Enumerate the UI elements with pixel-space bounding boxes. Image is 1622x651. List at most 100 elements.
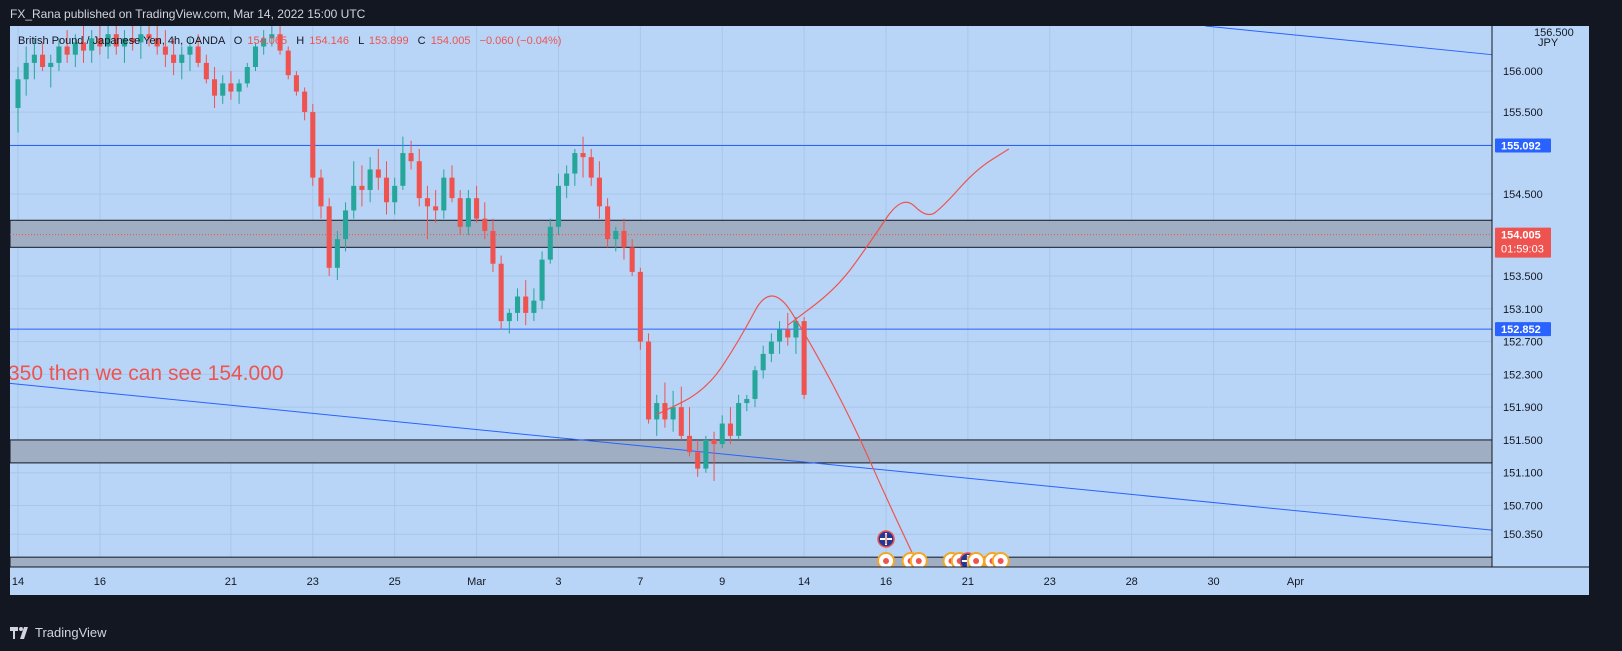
candle[interactable] [572,148,578,186]
candle[interactable] [637,267,643,350]
events-layer[interactable] [877,530,1010,570]
candle[interactable] [359,165,365,207]
candle-body[interactable] [40,54,46,67]
candle[interactable] [367,157,373,203]
candle[interactable] [596,161,602,219]
candle-body[interactable] [162,46,168,55]
candle[interactable] [154,26,160,55]
candle[interactable] [334,230,340,281]
candle[interactable] [64,30,70,63]
candle[interactable] [646,333,652,424]
candle-body[interactable] [777,329,783,342]
candle[interactable] [113,26,119,55]
candle[interactable] [343,202,349,252]
candle[interactable] [727,407,733,445]
candle[interactable] [383,161,390,215]
candle-body[interactable] [727,423,733,436]
candle[interactable] [31,38,37,80]
candle-body[interactable] [392,185,398,203]
candle[interactable] [105,26,111,59]
candle-body[interactable] [416,161,422,199]
candle[interactable] [711,431,717,481]
candle-body[interactable] [138,34,144,43]
candlestick-chart[interactable]: 350 then we can see 154.000 British Poun… [10,26,1589,614]
candle-body[interactable] [269,34,275,39]
event-marker[interactable] [991,552,1010,570]
candle-body[interactable] [695,452,701,469]
candle[interactable] [130,26,136,51]
candle-body[interactable] [293,75,299,92]
event-marker[interactable] [909,552,928,570]
candle[interactable] [457,189,463,236]
candle[interactable] [752,366,758,408]
candle-body[interactable] [15,79,21,108]
candle-body[interactable] [56,46,62,63]
candle[interactable] [424,185,430,240]
candle-body[interactable] [744,398,750,404]
candle-body[interactable] [277,34,283,51]
candle[interactable] [187,38,193,72]
candle[interactable] [736,394,742,440]
candle[interactable] [555,173,562,236]
candle[interactable] [629,239,635,277]
candle[interactable] [277,26,283,55]
candle-body[interactable] [719,423,725,445]
candle-body[interactable] [474,198,480,219]
candle[interactable] [686,407,693,457]
candle[interactable] [695,439,701,477]
candle[interactable] [171,38,177,76]
candle-body[interactable] [531,300,537,313]
candle[interactable] [293,71,299,96]
candle-body[interactable] [343,210,349,240]
candle[interactable] [449,165,455,203]
candle-body[interactable] [686,435,693,453]
candle-body[interactable] [23,62,29,80]
candle[interactable] [777,321,783,354]
candle[interactable] [654,394,660,436]
candle-body[interactable] [654,403,660,420]
candle[interactable] [80,26,87,63]
candle[interactable] [801,316,807,399]
candle-body[interactable] [285,50,291,76]
candle-body[interactable] [785,329,791,338]
candle[interactable] [465,189,471,236]
candle-body[interactable] [48,62,54,67]
candle-body[interactable] [752,370,758,399]
candle[interactable] [269,26,275,47]
candle[interactable] [793,316,799,354]
candle-body[interactable] [596,177,602,207]
candle-body[interactable] [121,38,127,47]
candle-body[interactable] [318,177,324,207]
candle-body[interactable] [760,353,766,371]
candle-body[interactable] [514,296,521,313]
candle-body[interactable] [367,169,373,190]
candle-body[interactable] [424,198,430,207]
candle-body[interactable] [678,407,684,436]
candle[interactable] [514,288,521,322]
candle[interactable] [56,38,62,72]
candle[interactable] [351,161,357,219]
candle[interactable] [244,62,250,88]
candle[interactable] [138,26,144,59]
candle-body[interactable] [220,83,226,96]
candle-body[interactable] [64,46,70,55]
candle[interactable] [392,177,398,215]
time-axis[interactable] [10,567,1589,595]
candle[interactable] [539,251,545,309]
candle-body[interactable] [465,198,471,227]
candle-body[interactable] [113,34,119,47]
candle-body[interactable] [433,206,439,211]
price-axis[interactable] [1492,26,1589,567]
candle[interactable] [97,26,103,55]
candle[interactable] [678,386,684,440]
candle[interactable] [482,202,488,240]
candle-body[interactable] [236,83,242,92]
candle-body[interactable] [97,38,103,47]
event-marker[interactable] [877,530,895,548]
candle-body[interactable] [195,46,201,63]
candle[interactable] [23,46,29,96]
candle[interactable] [302,87,308,121]
candle-body[interactable] [31,54,37,63]
candle-body[interactable] [547,226,553,260]
candle-body[interactable] [736,403,742,436]
